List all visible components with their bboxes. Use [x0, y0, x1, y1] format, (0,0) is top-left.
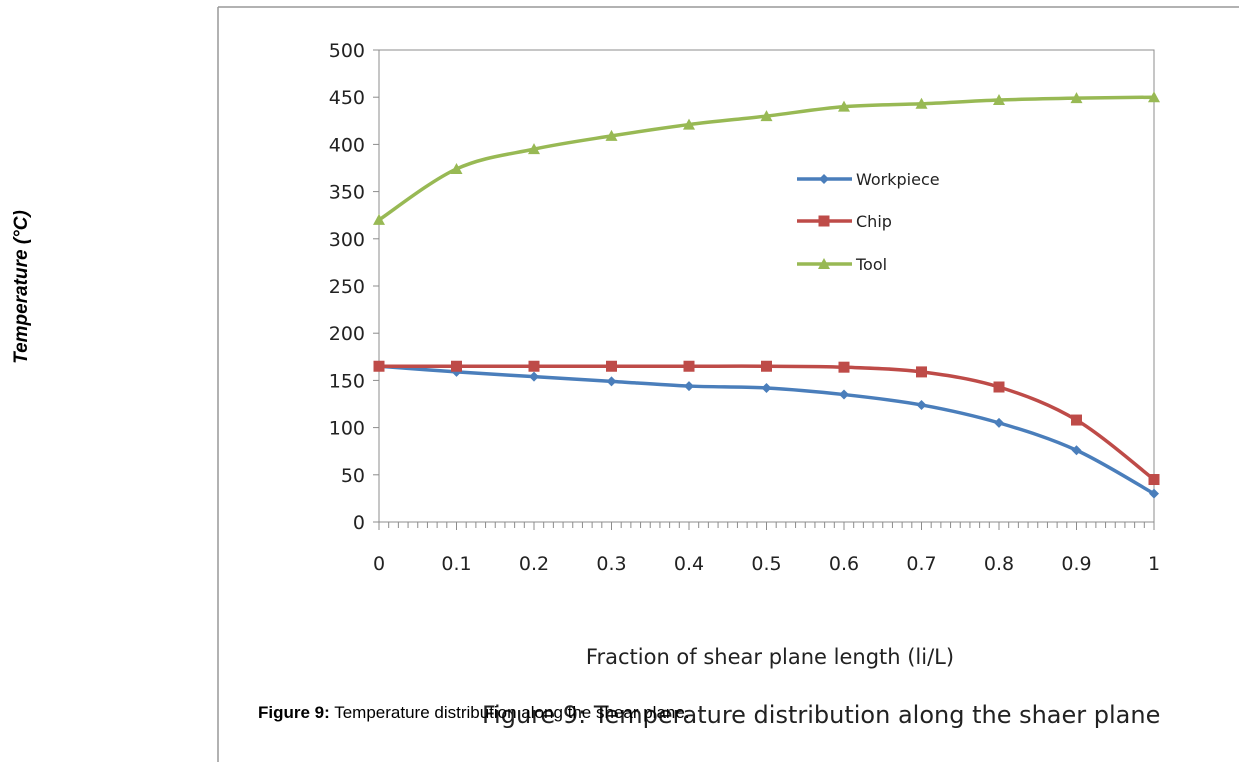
tool-point [528, 143, 540, 155]
workpiece-point [1071, 445, 1082, 456]
x-tick-label: 0.8 [984, 553, 1014, 575]
chip-point [606, 360, 617, 372]
caption-text: Temperature distribution along the shear… [330, 703, 690, 722]
x-tick-label: 0.5 [751, 553, 781, 575]
series-chip [373, 360, 1160, 486]
chip-point [528, 360, 540, 372]
x-tick-label: 0.7 [906, 553, 936, 575]
x-tick-label: 0.4 [674, 553, 704, 575]
legend-marker [818, 215, 830, 227]
y-tick-label: 350 [329, 182, 365, 204]
workpiece-point [684, 381, 694, 392]
workpiece-point [839, 389, 849, 400]
chip-point [993, 381, 1005, 393]
workpiece-point [916, 399, 927, 410]
y-tick-label: 100 [329, 418, 365, 440]
x-tick-label: 0.9 [1061, 553, 1091, 575]
caption-label: Figure 9: [258, 703, 330, 722]
y-tick-label: 450 [329, 87, 365, 109]
legend-marker [819, 174, 829, 184]
legend-item-tool: Tool [797, 255, 887, 274]
y-tick-label: 400 [329, 134, 365, 156]
series-tool [373, 91, 1160, 225]
chip-point [451, 360, 462, 372]
tool-point [450, 162, 463, 174]
chip-point [683, 360, 695, 372]
y-axis-label: Temperature (°C) [11, 210, 32, 364]
x-tick-label: 0.1 [441, 553, 471, 575]
y-tick-label: 150 [329, 370, 365, 392]
workpiece-point [606, 376, 617, 387]
x-tick-label: 0.6 [829, 553, 859, 575]
tool-point [373, 213, 385, 225]
tool-point [760, 110, 773, 122]
y-tick-label: 300 [329, 229, 365, 251]
workpiece-point [1149, 488, 1159, 499]
caption-underlay: Figure 9: Temperature distribution along… [482, 701, 1160, 729]
legend-label: Chip [856, 212, 892, 231]
legend-item-workpiece: Workpiece [797, 170, 940, 189]
workpiece-point [994, 417, 1004, 428]
chip-point [1071, 414, 1082, 426]
legend-marker [818, 258, 830, 269]
tool-point [915, 97, 928, 109]
tool-point [838, 100, 850, 112]
tool-point [993, 94, 1005, 106]
y-tick-label: 500 [329, 40, 365, 62]
chip-point [1148, 474, 1160, 486]
x-tick-label: 0 [373, 553, 385, 575]
legend-item-chip: Chip [797, 212, 892, 231]
x-tick-label: 0.2 [519, 553, 549, 575]
workpiece-point [761, 382, 772, 393]
workpiece-point [529, 371, 539, 382]
chip-point [373, 360, 385, 372]
y-tick-label: 50 [341, 465, 365, 487]
tool-point [683, 118, 695, 130]
x-axis-label: Fraction of shear plane length (li/L) [586, 645, 954, 669]
figure-caption: Figure 9: Temperature distribution along… [258, 703, 690, 722]
y-tick-label: 200 [329, 323, 365, 345]
legend-label: Workpiece [856, 170, 940, 189]
chip-point [838, 361, 850, 373]
y-axis: 0 50 100 150 200 250 300 350 400 450 500 [329, 40, 379, 534]
x-axis: 0 0.1 0.2 0.3 0.4 0.5 0.6 0.7 0.8 0.9 1 [373, 522, 1160, 575]
y-tick-label: 0 [353, 512, 365, 534]
x-tick-label: 0.3 [596, 553, 626, 575]
series-workpiece [374, 361, 1159, 499]
x-tick-label: 1 [1148, 553, 1160, 575]
tool-point [1148, 91, 1160, 103]
tool-point [1070, 92, 1083, 104]
legend: Workpiece Chip Tool [797, 170, 940, 274]
chip-point [916, 366, 927, 378]
y-tick-label: 250 [329, 276, 365, 298]
tool-point [605, 129, 618, 141]
chip-point [761, 360, 772, 372]
legend-label: Tool [855, 255, 887, 274]
series-group [373, 91, 1160, 499]
